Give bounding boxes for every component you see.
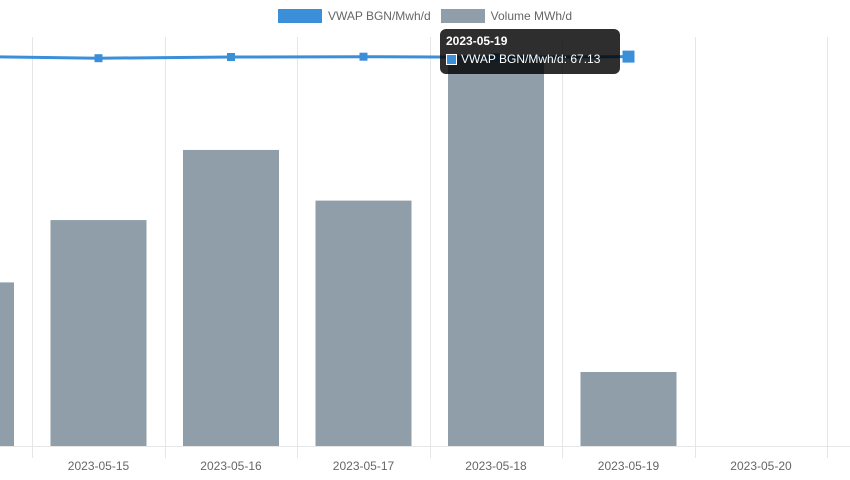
volume-bar[interactable] [0,282,14,446]
legend-label-volume: Volume MWh/d [490,9,573,23]
x-tick-label: 2023-05-17 [333,459,395,473]
gridlines [0,37,850,458]
tooltip-swatch [446,53,457,65]
volume-bar[interactable] [315,200,412,446]
x-tick-label: 2023-05-18 [465,459,527,473]
volume-bar[interactable] [580,371,677,446]
x-tick-label: 2023-05-16 [200,459,262,473]
vwap-point[interactable] [622,50,635,63]
volume-bar[interactable] [50,220,147,446]
x-tick-label: 2023-05-19 [598,459,660,473]
x-tick-label: 2023-05-20 [730,459,792,473]
x-axis: 2023-05-15 2023-05-16 2023-05-17 2023-05-18… [68,459,792,473]
volume-bar[interactable] [448,56,544,446]
tooltip-title: 2023-05-19 [446,34,508,48]
legend-item-volume[interactable]: Volume MWh/d [440,9,573,23]
legend-label-vwap: VWAP BGN/Mwh/d [327,9,431,23]
volume-bar[interactable] [183,149,279,446]
legend-swatch-vwap [277,9,322,23]
volume-bars [0,56,677,446]
x-tick-label: 2023-05-15 [68,459,130,473]
tooltip-text: VWAP BGN/Mwh/d: 67.13 [461,52,601,66]
vwap-point[interactable] [227,53,235,61]
legend-swatch-volume [440,9,485,23]
tooltip: 2023-05-19 VWAP BGN/Mwh/d: 67.13 [440,29,620,74]
legend-item-vwap[interactable]: VWAP BGN/Mwh/d [277,9,431,23]
tooltip-row: VWAP BGN/Mwh/d: 67.13 [446,52,614,66]
vwap-point[interactable] [94,54,103,63]
vwap-point[interactable] [359,52,368,61]
legend: VWAP BGN/Mwh/d Volume MWh/d [0,9,850,23]
